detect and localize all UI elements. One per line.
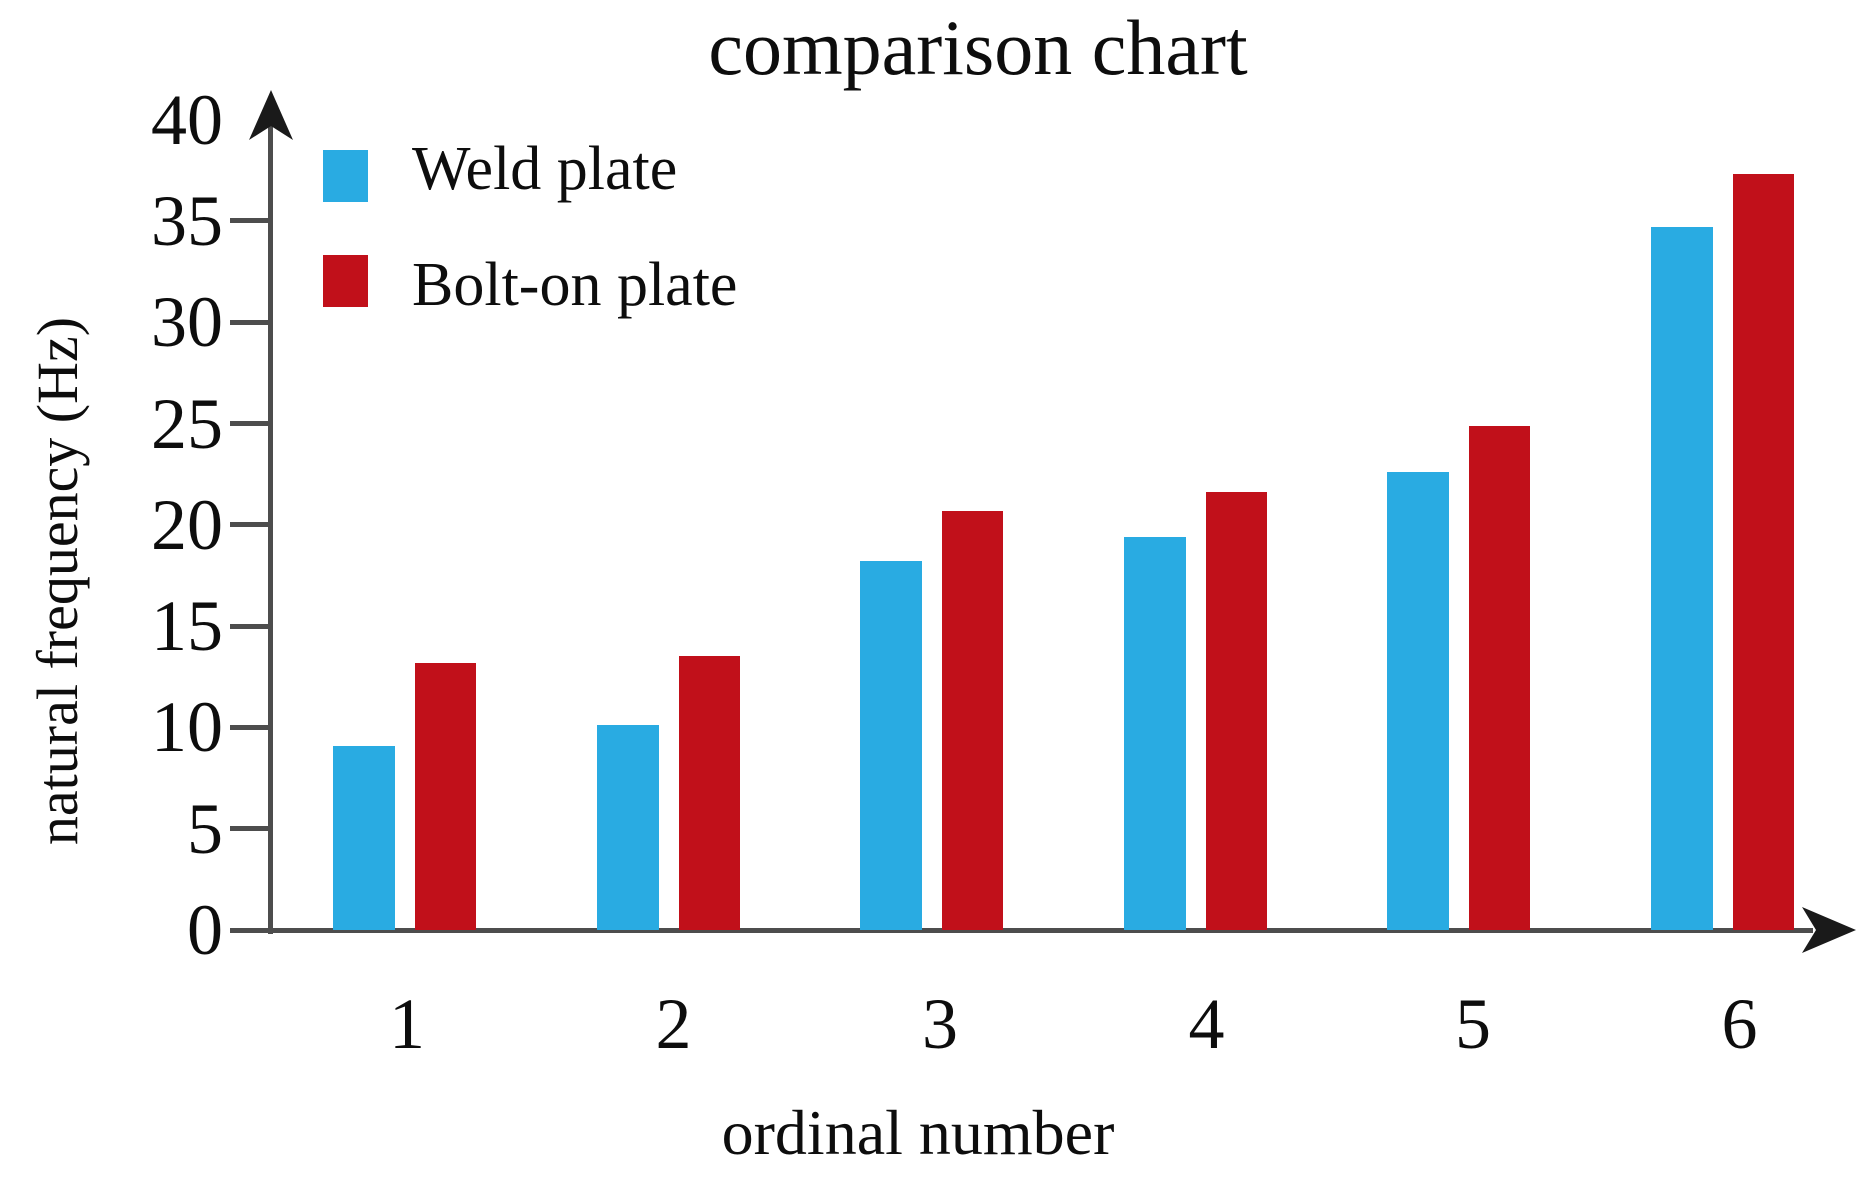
- y-tick: [230, 421, 270, 426]
- chart-title: comparison chart: [708, 4, 1248, 91]
- x-axis-title: ordinal number: [721, 1097, 1115, 1168]
- y-tick-label: 5: [187, 788, 223, 869]
- y-tick: [230, 623, 270, 629]
- y-axis-arrow-icon: [249, 90, 293, 140]
- x-axis-arrow-icon: [1802, 907, 1856, 953]
- bar-bolt-on-plate-4: [1205, 492, 1267, 930]
- y-tick-label: 30: [151, 282, 223, 363]
- y-tick: [230, 826, 270, 832]
- bar-weld-plate-2: [596, 725, 659, 930]
- y-tick-label: 40: [151, 79, 223, 160]
- bar-weld-plate-4: [1123, 536, 1186, 930]
- x-tick-label-3: 3: [922, 984, 958, 1064]
- x-tick-label-1: 1: [389, 984, 425, 1064]
- y-tick-label: 25: [151, 383, 223, 464]
- bar-bolt-on-plate-3: [942, 510, 1003, 930]
- y-tick-label: 35: [151, 180, 223, 261]
- bar-weld-plate-3: [860, 561, 922, 930]
- bar-bolt-on-plate-2: [678, 656, 740, 930]
- y-tick-label: 0: [187, 890, 223, 970]
- y-tick-label: 20: [151, 484, 223, 565]
- legend-label-weld-plate: Weld plate: [412, 135, 678, 203]
- x-tick-label-5: 5: [1455, 984, 1491, 1064]
- y-tick: [230, 522, 270, 528]
- bar-bolt-on-plate-6: [1732, 174, 1794, 930]
- y-tick: [230, 927, 270, 933]
- x-axis-line: [268, 928, 1813, 933]
- bar-weld-plate-1: [333, 745, 395, 930]
- legend-swatch-bolt-on-plate: [323, 255, 368, 307]
- y-tick-label: 10: [151, 687, 223, 768]
- legend-label-bolt-on-plate: Bolt-on plate: [412, 251, 738, 319]
- x-tick-label-6: 6: [1721, 984, 1758, 1064]
- x-tick-label-2: 2: [655, 984, 692, 1064]
- legend-swatch-weld-plate: [323, 150, 368, 202]
- bar-bolt-on-plate-5: [1469, 425, 1530, 930]
- y-tick-label: 15: [151, 586, 223, 667]
- y-tick: [230, 319, 270, 325]
- x-tick-label-4: 4: [1188, 984, 1225, 1064]
- y-tick: [230, 218, 270, 224]
- y-axis-line: [268, 108, 273, 934]
- bar-weld-plate-5: [1387, 472, 1449, 930]
- bar-weld-plate-6: [1650, 226, 1713, 930]
- y-tick: [230, 724, 270, 730]
- bar-bolt-on-plate-1: [415, 662, 476, 930]
